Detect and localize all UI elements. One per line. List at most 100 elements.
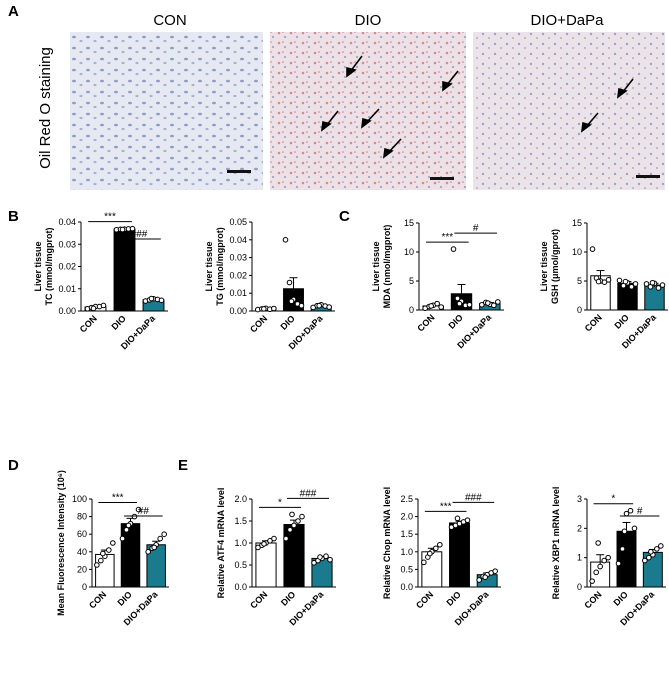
- data-point: [129, 225, 136, 232]
- significance-label: ***: [104, 212, 116, 223]
- y-tick-label: 0.03: [229, 253, 247, 263]
- scale-bar-con: [227, 170, 251, 173]
- data-point: [119, 226, 126, 233]
- bar-con: [421, 551, 443, 588]
- bar-dio-dapa: [644, 284, 665, 311]
- category-label: DIO: [279, 313, 297, 331]
- chart-chop: 0.0 0.5 1.0 1.5 2.0 2.5 Relative Chop mRNA lev…: [382, 487, 501, 627]
- y-tick-label: 0.04: [229, 235, 247, 245]
- category-label: CON: [248, 313, 269, 334]
- data-point: [151, 544, 157, 551]
- data-point: [119, 535, 126, 542]
- bar-dio: [120, 523, 141, 588]
- y-axis-title: Relative ATF4 mRNA level: [216, 488, 226, 599]
- data-point: [261, 306, 267, 312]
- data-point: [157, 535, 163, 542]
- data-point: [655, 285, 662, 291]
- data-point: [649, 279, 656, 286]
- data-point: [492, 568, 498, 574]
- category-label: DIO: [116, 589, 134, 607]
- data-point: [433, 545, 439, 552]
- data-point: [145, 549, 151, 555]
- data-point: [287, 527, 293, 533]
- data-point: [605, 277, 612, 283]
- y-tick-label: 0: [577, 582, 582, 592]
- y-tick-label: 0.05: [229, 217, 247, 227]
- micrograph-dio-dapa: [473, 32, 665, 190]
- y-tick-label: 10: [572, 247, 582, 257]
- data-point: [450, 246, 457, 252]
- panel-a: Oil Red O staining CON DIO DIO+DaPa: [37, 12, 665, 190]
- scale-bar-dio-dapa: [636, 175, 660, 178]
- category-label: CON: [78, 313, 99, 334]
- data-point: [282, 237, 289, 243]
- y-tick-label: 10: [404, 247, 414, 257]
- data-point: [434, 300, 440, 307]
- data-point: [454, 515, 461, 522]
- data-point: [615, 560, 622, 567]
- chart-mda: 0 5 10 15 Liver tissue MDA (nmol/mgprot) CON DI…: [371, 218, 504, 350]
- significance-label: ###: [300, 488, 317, 499]
- data-point: [100, 550, 106, 557]
- y-tick-label: 0.04: [58, 217, 76, 227]
- data-point: [597, 563, 603, 570]
- category-label: DIO: [279, 589, 297, 607]
- y-axis-title: Liver tissue: [204, 241, 214, 291]
- category-label: DIO: [612, 589, 630, 607]
- y-tick-label: 0.0: [400, 582, 413, 592]
- panel-label-c: C: [339, 208, 350, 225]
- y-tick-label: 2.0: [400, 512, 413, 522]
- significance-label: ***: [112, 493, 124, 504]
- arrow-icon: [580, 112, 599, 133]
- data-point: [589, 246, 596, 252]
- data-point: [476, 577, 482, 583]
- arrow-icon: [346, 55, 363, 78]
- category-label: CON: [583, 312, 604, 333]
- y-tick-label: 40: [77, 547, 87, 557]
- y-tick-label: 60: [77, 529, 87, 539]
- y-tick-label: 0: [409, 305, 414, 315]
- bar-dio: [617, 282, 638, 311]
- panel-label-a: A: [8, 3, 19, 20]
- data-point: [593, 569, 599, 576]
- y-axis-title: Liver tissue: [33, 241, 43, 291]
- data-point: [654, 546, 660, 552]
- significance-label: ###: [131, 229, 148, 240]
- y-tick-label: 0.00: [58, 306, 76, 316]
- y-tick-label: 0.01: [229, 288, 247, 298]
- data-point: [631, 525, 638, 532]
- data-point: [628, 284, 635, 290]
- data-point: [616, 277, 623, 284]
- y-tick-label: 1.5: [234, 516, 247, 526]
- significance-label: #: [473, 223, 479, 234]
- data-point: [438, 304, 444, 310]
- y-tick-label: 0: [577, 305, 582, 315]
- y-tick-label: 0.5: [400, 564, 413, 574]
- scale-bar-dio: [430, 177, 454, 180]
- micrograph-con: [70, 32, 263, 190]
- data-point: [491, 302, 497, 309]
- significance-label: *: [611, 494, 615, 505]
- data-point: [643, 281, 650, 287]
- data-point: [271, 305, 277, 312]
- y-tick-label: 0.00: [229, 306, 247, 316]
- y-tick-label: 2.5: [400, 494, 413, 504]
- y-tick-label: 2.0: [234, 494, 247, 504]
- y-axis-title: MDA (nmol/mgprot): [382, 225, 392, 309]
- side-label-oil-red-o: Oil Red O staining: [37, 47, 54, 169]
- data-point: [271, 535, 277, 542]
- y-tick-label: 1: [577, 553, 582, 563]
- data-point: [621, 528, 628, 535]
- category-label: DIO: [110, 313, 128, 331]
- chart-gsh: 0 5 10 15 Liver tissue GSH (μmol/gprot) CON DIO…: [539, 218, 668, 350]
- bar-dio: [113, 228, 136, 312]
- data-point: [283, 535, 289, 542]
- y-tick-label: 0.03: [58, 239, 76, 249]
- data-point: [288, 298, 295, 305]
- y-tick-label: 0: [82, 582, 87, 592]
- data-point: [642, 557, 648, 564]
- bar-dio: [283, 524, 305, 588]
- data-point: [595, 540, 601, 546]
